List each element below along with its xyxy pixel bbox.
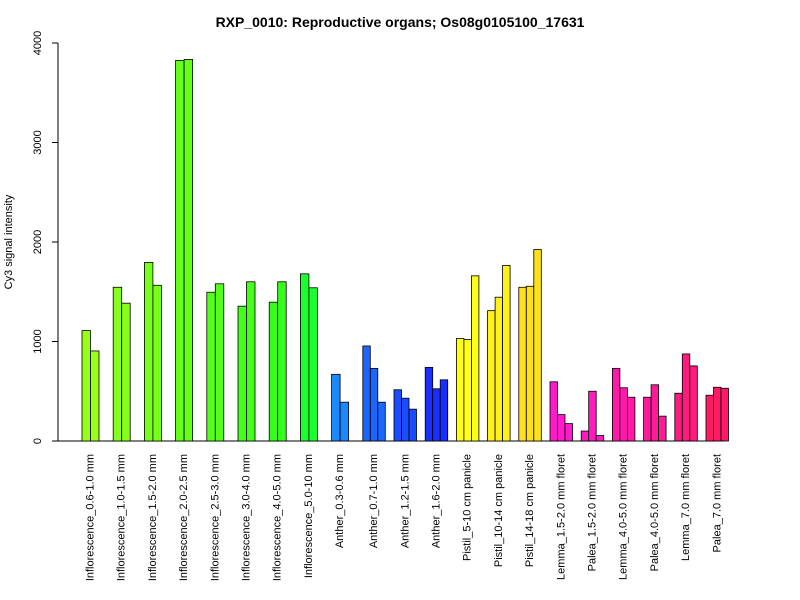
- bar: [720, 387, 729, 442]
- bar: [487, 310, 496, 442]
- bar: [183, 59, 194, 442]
- bar: [246, 281, 256, 442]
- bar: [494, 296, 504, 442]
- bar: [470, 275, 480, 442]
- bar: [362, 345, 371, 442]
- bar: [627, 396, 636, 442]
- bar: [588, 390, 597, 442]
- y-axis-ticks: 0 1000 2000 3000 4000: [32, 31, 58, 444]
- bar: [580, 430, 590, 442]
- bar: [81, 330, 91, 442]
- bar: [518, 286, 527, 442]
- x-tick-label: Inflorescence_1.0-1.5 mm: [116, 454, 128, 581]
- x-tick-label: Anther_1.2-1.5 mm: [399, 454, 411, 548]
- x-tick-label: Lemma_4.0-5.0 mm floret: [618, 454, 630, 580]
- bar: [424, 366, 434, 442]
- x-tick-label: Anther_1.6-2.0 mm: [430, 454, 442, 548]
- y-tick-label: 4000: [32, 31, 44, 55]
- x-tick-label: Lemma_7.0 mm floret: [680, 454, 692, 561]
- bar: [525, 285, 535, 442]
- x-tick-label: Pistil_14-18 cm panicle: [524, 454, 536, 567]
- bar: [681, 353, 691, 442]
- bar: [432, 388, 441, 442]
- chart-title: RXP_0010: Reproductive organs; Os08g0105…: [216, 14, 585, 30]
- bar: [643, 396, 652, 442]
- bar: [658, 415, 667, 442]
- x-tick-label: Palea_4.0-5.0 mm floret: [649, 454, 661, 571]
- bars-group: [81, 59, 729, 442]
- bar: [439, 379, 449, 442]
- bar: [175, 60, 185, 442]
- bar: [369, 367, 379, 442]
- bar: [377, 401, 386, 442]
- x-tick-label: Palea_7.0 mm floret: [711, 454, 723, 552]
- bar: [299, 273, 310, 442]
- x-tick-label: Anther_0.7-1.0 mm: [368, 454, 380, 548]
- bar: [564, 423, 573, 442]
- bar: [277, 281, 287, 442]
- x-tick-label: Lemma_1.5-2.0 mm floret: [555, 454, 567, 580]
- bar: [331, 373, 341, 442]
- y-tick-label: 3000: [32, 130, 44, 154]
- x-axis-labels: Inflorescence_0.6-1.0 mm Inflorescence_1.…: [85, 454, 724, 581]
- x-tick-label: Inflorescence_1.5-2.0 mm: [147, 454, 159, 581]
- bar: [463, 339, 472, 442]
- y-axis-label: Cy3 signal intensity: [3, 194, 15, 289]
- y-tick-label: 0: [32, 438, 44, 444]
- bar: [705, 394, 714, 442]
- bar: [152, 284, 162, 442]
- bar: [455, 338, 465, 442]
- x-tick-label: Inflorescence_3.0-4.0 mm: [241, 454, 253, 581]
- bar: [308, 287, 318, 442]
- bar: [557, 414, 566, 442]
- x-tick-label: Inflorescence_0.6-1.0 mm: [85, 454, 97, 581]
- x-tick-label: Inflorescence_2.0-2.5 mm: [178, 454, 190, 581]
- bar: [393, 389, 402, 442]
- x-tick-label: Pistil_5-10 cm panicle: [462, 454, 474, 561]
- bar: [612, 367, 621, 442]
- bar: [214, 283, 225, 442]
- bar: [674, 392, 683, 442]
- bar: [401, 397, 410, 442]
- x-tick-label: Pistil_10-14 cm panicle: [493, 454, 505, 567]
- x-tick-label: Anther_0.3-0.6 mm: [334, 454, 346, 548]
- x-tick-label: Palea_1.5-2.0 mm floret: [586, 454, 598, 571]
- bar: [713, 386, 722, 442]
- x-tick-label: Inflorescence_5.0-10 mm: [303, 454, 315, 578]
- bar: [502, 264, 511, 442]
- bar: [650, 384, 659, 442]
- y-tick-label: 2000: [32, 230, 44, 254]
- bar: [237, 305, 247, 442]
- bar: [112, 286, 123, 442]
- bar: [339, 401, 350, 442]
- bar: [143, 261, 154, 442]
- x-tick-label: Inflorescence_2.5-3.0 mm: [209, 454, 221, 581]
- bar: [533, 249, 542, 442]
- bar: [121, 302, 131, 442]
- bar: [90, 350, 100, 442]
- bar: [408, 408, 417, 442]
- bar: [549, 381, 558, 442]
- bar: [689, 365, 698, 442]
- bar: [268, 301, 279, 442]
- bar: [619, 387, 628, 442]
- bar: [206, 291, 216, 442]
- y-tick-label: 1000: [32, 329, 44, 353]
- x-tick-label: Inflorescence_4.0-5.0 mm: [272, 454, 284, 581]
- bar: [595, 435, 605, 442]
